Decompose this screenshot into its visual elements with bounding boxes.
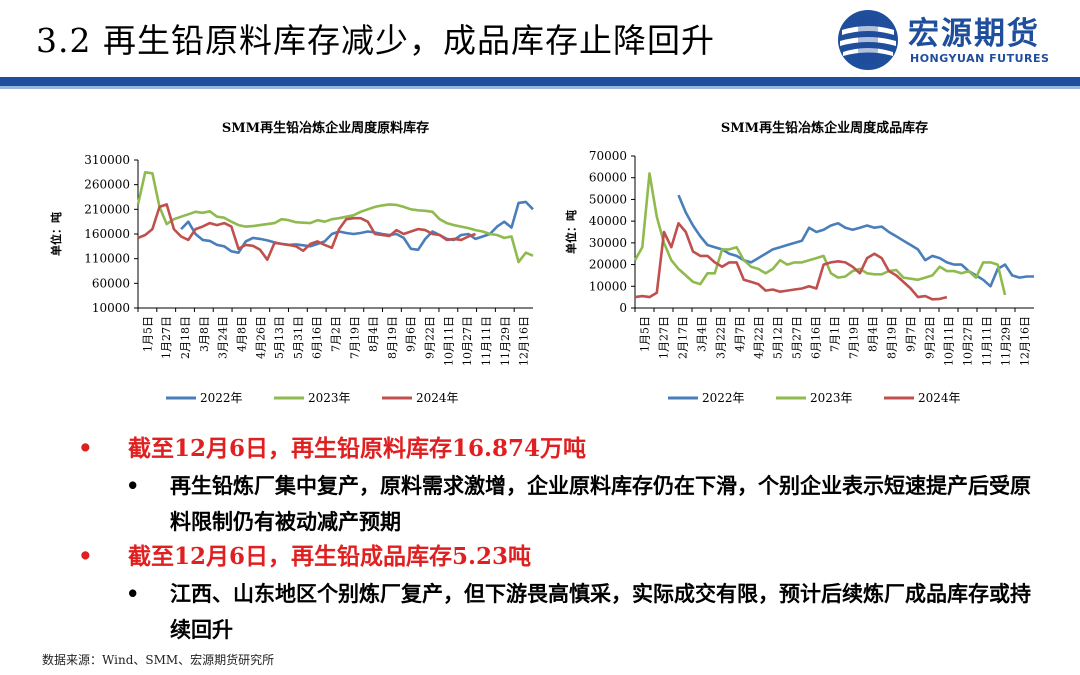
x-tick-label: 12月16日 <box>518 316 531 366</box>
y-tick-label: 30000 <box>589 236 627 250</box>
x-tick-label: 2月17日 <box>677 316 690 359</box>
x-tick-label: 8月4日 <box>867 316 880 352</box>
x-tick-label: 11月29日 <box>499 316 512 366</box>
x-tick-label: 1月27日 <box>160 316 173 359</box>
x-tick-label: 8月4日 <box>367 316 380 352</box>
bullet-headline-text: 截至12月6日，再生铅成品库存5.23吨 <box>128 543 532 570</box>
y-tick-label: 0 <box>619 301 627 315</box>
y-tick-label: 70000 <box>589 149 627 163</box>
bullet-headline-1: • 截至12月6日，再生铅原料库存16.874万吨 <box>78 432 1038 466</box>
y-tick-label: 310000 <box>84 153 130 167</box>
x-tick-label: 10月27日 <box>461 316 474 366</box>
legend-label-0: 2022年 <box>702 391 745 405</box>
logo-chinese-name: 宏源期货 <box>908 16 1040 52</box>
series-line-1 <box>136 171 534 264</box>
x-tick-label: 4月22日 <box>753 316 766 359</box>
x-tick-label: 11月29日 <box>1000 316 1013 366</box>
x-tick-label: 3月4日 <box>696 316 709 352</box>
y-tick-label: 110000 <box>84 252 130 266</box>
y-tick-label: 50000 <box>589 192 627 206</box>
legend-label-0: 2022年 <box>200 391 243 405</box>
x-tick-label: 11月11日 <box>480 316 493 366</box>
bullet-detail-2: • 江西、山东地区个别炼厂复产，但下游畏高慎采，实际成交有限，预计后续炼厂成品库… <box>78 576 1038 648</box>
series-line-0 <box>180 200 534 254</box>
bullet-headline-2: • 截至12月6日，再生铅成品库存5.23吨 <box>78 540 1038 574</box>
bullet-dot-icon: • <box>78 543 93 570</box>
bullet-detail-1: • 再生铅炼厂集中复产，原料需求激增，企业原料库存仍在下滑，个别企业表示短速提产… <box>78 468 1038 540</box>
x-tick-label: 7月2日 <box>330 316 343 352</box>
x-tick-label: 4月8日 <box>235 316 248 352</box>
bullet-detail-text: 江西、山东地区个别炼厂复产，但下游畏高慎采，实际成交有限，预计后续炼厂成品库存或… <box>170 581 1031 642</box>
x-tick-label: 3月22日 <box>715 316 728 359</box>
x-tick-label: 9月6日 <box>405 316 418 352</box>
y-tick-label: 60000 <box>92 276 130 290</box>
x-tick-label: 4月26日 <box>254 316 267 359</box>
globe-logo-icon <box>838 10 898 70</box>
x-tick-label: 5月27日 <box>791 316 804 359</box>
x-tick-label: 11月11日 <box>981 316 994 366</box>
bullet-detail-text: 再生铅炼厂集中复产，原料需求激增，企业原料库存仍在下滑，个别企业表示短速提产后受… <box>170 473 1031 534</box>
x-tick-label: 7月19日 <box>848 316 861 359</box>
y-tick-label: 10000 <box>92 301 130 315</box>
x-tick-label: 10月11日 <box>943 316 956 366</box>
y-tick-label: 210000 <box>84 202 130 216</box>
data-source-note: 数据来源：Wind、SMM、宏源期货研究所 <box>42 653 275 667</box>
logo-english-name: HONGYUAN FUTURES <box>910 52 1050 65</box>
legend-label-2: 2024年 <box>416 391 459 405</box>
sub-bullet-dot-icon: • <box>126 581 140 606</box>
y-tick-label: 260000 <box>84 178 130 192</box>
chart-title: SMM再生铅冶炼企业周度原料库存 <box>222 120 429 136</box>
y-axis-label: 单位：吨 <box>49 212 63 256</box>
x-tick-label: 7月19日 <box>348 316 361 359</box>
x-tick-label: 12月16日 <box>1019 316 1032 366</box>
series-line-1 <box>633 172 1007 296</box>
x-tick-label: 10月11日 <box>442 316 455 366</box>
series-line-2 <box>634 222 948 301</box>
raw-material-inventory-chart: SMM再生铅冶炼企业周度原料库存单位：吨 10000 60000 110000 1600… <box>0 108 540 418</box>
x-tick-label: 8月19日 <box>886 316 899 359</box>
bullet-list: • 截至12月6日，再生铅原料库存16.874万吨 • 再生铅炼厂集中复产，原料… <box>78 432 1038 648</box>
x-tick-label: 2月18日 <box>179 316 192 359</box>
x-tick-label: 8月19日 <box>386 316 399 359</box>
x-tick-label: 1月5日 <box>639 316 652 352</box>
x-tick-label: 5月12日 <box>772 316 785 359</box>
y-axis-label: 单位：吨 <box>564 210 578 254</box>
header-divider <box>0 77 1080 86</box>
x-tick-label: 9月7日 <box>905 316 918 352</box>
page-title: 3.2 再生铅原料库存减少，成品库存止降回升 <box>36 21 715 60</box>
x-tick-label: 4月7日 <box>734 316 747 352</box>
x-tick-label: 9月22日 <box>924 316 937 359</box>
y-tick-label: 10000 <box>589 279 627 293</box>
chart-title: SMM再生铅冶炼企业周度成品库存 <box>721 120 928 136</box>
x-tick-label: 5月13日 <box>273 316 286 359</box>
x-tick-label: 6月16日 <box>311 316 324 359</box>
series-line-2 <box>137 203 476 261</box>
company-logo: 宏源期货 HONGYUAN FUTURES <box>836 6 1076 74</box>
legend-label-1: 2023年 <box>810 391 853 405</box>
x-tick-label: 6月16日 <box>810 316 823 359</box>
legend-label-2: 2024年 <box>918 391 961 405</box>
x-tick-label: 3月8日 <box>198 316 211 352</box>
y-tick-label: 20000 <box>589 258 627 272</box>
x-tick-label: 7月1日 <box>829 316 842 352</box>
sub-bullet-dot-icon: • <box>126 473 140 498</box>
y-tick-label: 40000 <box>589 214 627 228</box>
legend-label-1: 2023年 <box>308 391 351 405</box>
x-tick-label: 5月31日 <box>292 316 305 359</box>
series-line-0 <box>677 194 1034 288</box>
x-tick-label: 3月24日 <box>217 316 230 359</box>
y-tick-label: 60000 <box>589 171 627 185</box>
finished-product-inventory-chart: SMM再生铅冶炼企业周度成品库存单位：吨 0 10000 20000 30000 4000… <box>540 108 1080 418</box>
x-tick-label: 1月5日 <box>141 316 154 352</box>
y-tick-label: 160000 <box>84 227 130 241</box>
x-tick-label: 10月27日 <box>962 316 975 366</box>
x-tick-label: 9月22日 <box>424 316 437 359</box>
x-tick-label: 1月27日 <box>658 316 671 359</box>
bullet-headline-text: 截至12月6日，再生铅原料库存16.874万吨 <box>128 435 587 462</box>
bullet-dot-icon: • <box>78 435 93 462</box>
header-divider-light <box>0 86 1080 89</box>
